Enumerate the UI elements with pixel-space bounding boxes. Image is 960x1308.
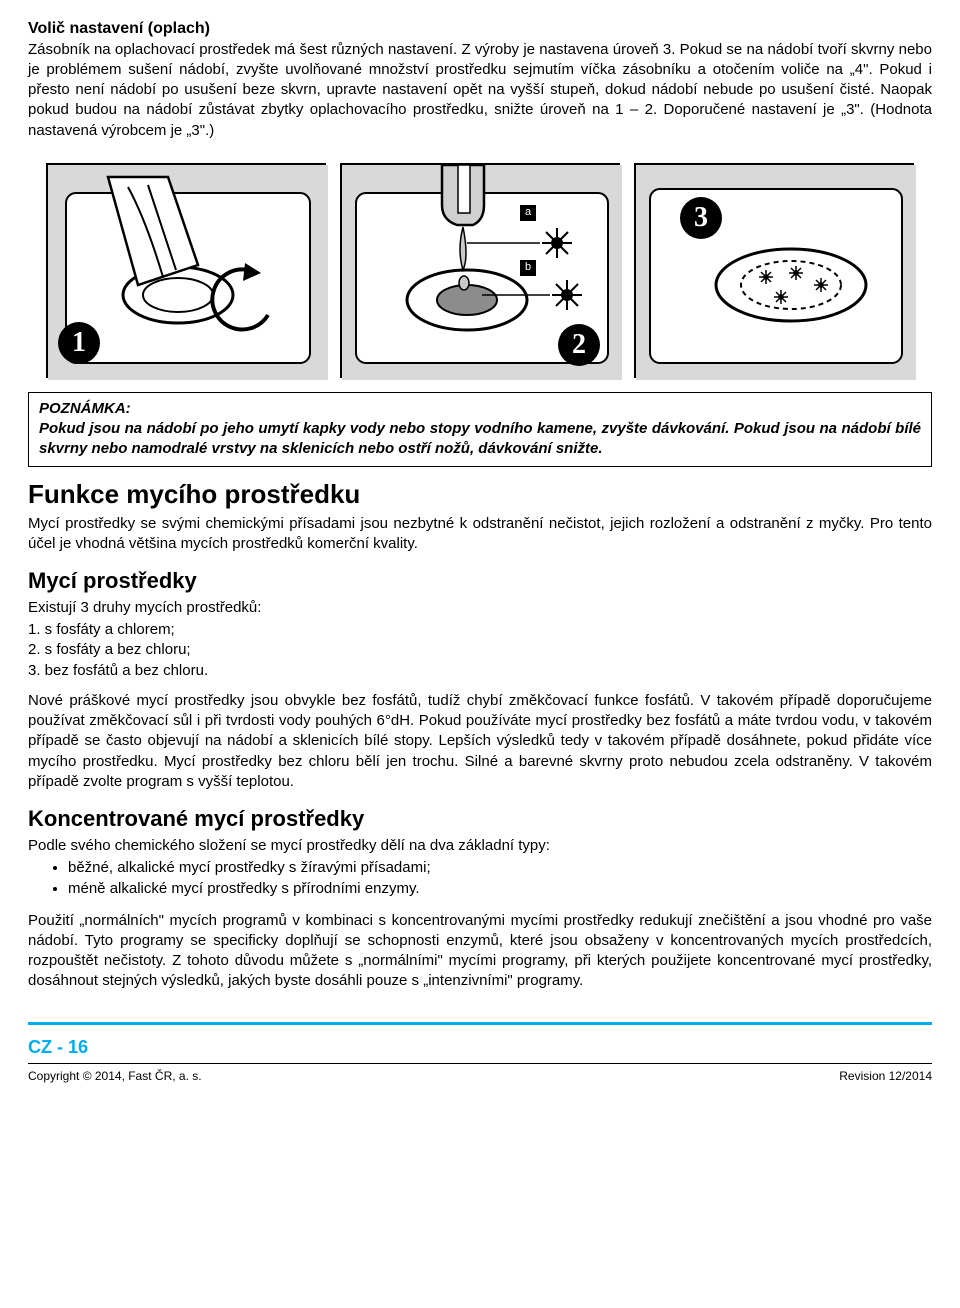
diagram-row: 1 a b [28, 163, 932, 378]
list-item: běžné, alkalické mycí prostředky s žírav… [68, 858, 932, 878]
body-detergent-function: Mycí prostředky se svými chemickými přís… [28, 514, 932, 555]
divider-blue [28, 1022, 932, 1025]
note-body: Pokud jsou na nádobí po jeho umytí kapky… [39, 419, 921, 460]
list-item: 1. s fosfáty a chlorem; [28, 620, 932, 640]
body-detergents: Nové práškové mycí prostředky jsou obvyk… [28, 691, 932, 792]
panel-badge-2: 2 [558, 324, 600, 366]
list-item: méně alkalické mycí prostředky s přírodn… [68, 879, 932, 899]
diagram-panel-1: 1 [46, 163, 326, 378]
footer-row: Copyright © 2014, Fast ČR, a. s. Revisio… [28, 1064, 932, 1094]
list-concentrated: běžné, alkalické mycí prostředky s žírav… [68, 858, 932, 900]
page-number: CZ - 16 [28, 1035, 932, 1059]
mark-b: b [520, 260, 536, 276]
diagram-panel-3: 3 [634, 163, 914, 378]
heading-concentrated: Koncentrované mycí prostředky [28, 804, 932, 834]
diagram-panel-2: a b 2 [340, 163, 620, 378]
heading-detergent-function: Funkce mycího prostředku [28, 477, 932, 512]
intro-concentrated: Podle svého chemického složení se mycí p… [28, 836, 932, 856]
intro-detergents: Existují 3 druhy mycích prostředků: [28, 598, 932, 618]
list-item: 2. s fosfáty a bez chloru; [28, 640, 932, 660]
note-box: POZNÁMKA: Pokud jsou na nádobí po jeho u… [28, 392, 932, 467]
copyright-text: Copyright © 2014, Fast ČR, a. s. [28, 1068, 202, 1084]
section-body-rinse: Zásobník na oplachovací prostředek má še… [28, 40, 932, 141]
mark-a: a [520, 205, 536, 221]
note-title: POZNÁMKA: [39, 399, 921, 419]
body-concentrated: Použití „normálních" mycích programů v k… [28, 911, 932, 992]
list-detergent-types: 1. s fosfáty a chlorem; 2. s fosfáty a b… [28, 620, 932, 681]
panel-badge-3: 3 [680, 197, 722, 239]
section-title-rinse: Volič nastavení (oplach) [28, 18, 932, 40]
diagram-svg-3 [636, 165, 916, 380]
panel-badge-1: 1 [58, 322, 100, 364]
revision-text: Revision 12/2014 [839, 1068, 932, 1084]
heading-detergents: Mycí prostředky [28, 566, 932, 596]
list-item: 3. bez fosfátů a bez chloru. [28, 661, 932, 681]
